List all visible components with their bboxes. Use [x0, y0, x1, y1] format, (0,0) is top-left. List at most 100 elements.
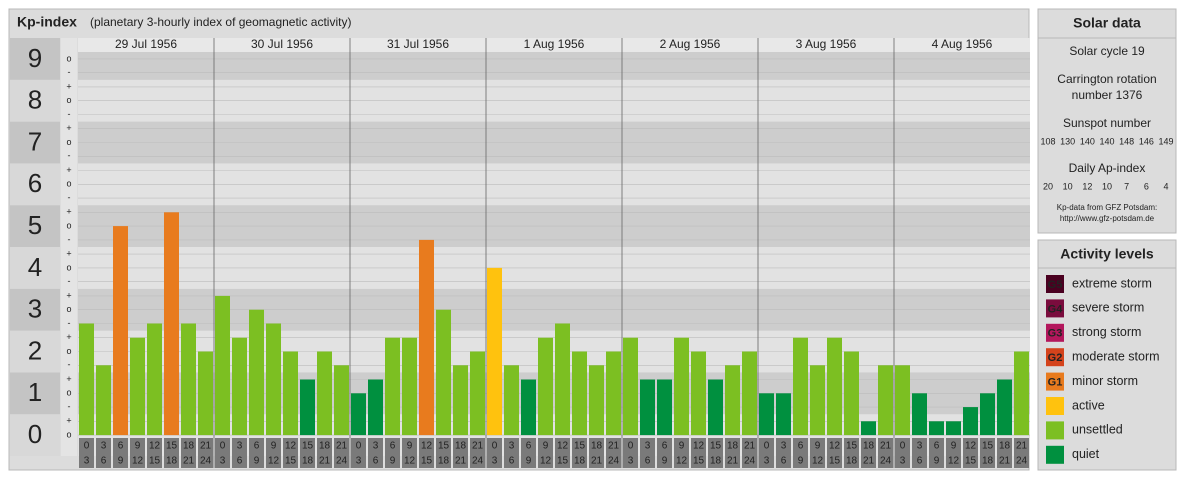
x-tick-label: 24 — [880, 456, 892, 467]
y-minor-label: o — [66, 429, 71, 439]
x-tick-label: 6 — [101, 456, 107, 467]
y-minor-label: + — [66, 81, 71, 91]
bar — [249, 309, 264, 436]
y-minor-label: o — [66, 388, 71, 398]
y-minor-label: - — [68, 109, 71, 119]
solar-cycle: Solar cycle 19 — [1069, 44, 1145, 58]
y-minor-label: - — [68, 192, 71, 202]
hour-box — [946, 438, 961, 468]
x-tick-label: 3 — [84, 456, 90, 467]
legend-badge: G4 — [1048, 303, 1064, 315]
x-tick-label: 15 — [710, 441, 722, 452]
x-tick-label: 6 — [798, 441, 804, 452]
x-tick-label: 12 — [540, 456, 552, 467]
legend-label: strong storm — [1072, 325, 1141, 339]
x-tick-label: 12 — [965, 441, 977, 452]
hour-box — [368, 438, 383, 468]
y-tick-label: 1 — [28, 377, 42, 407]
hour-box — [810, 438, 825, 468]
x-tick-label: 0 — [492, 441, 498, 452]
hour-box — [130, 438, 145, 468]
hour-box — [538, 438, 553, 468]
x-tick-label: 21 — [999, 456, 1011, 467]
bar — [997, 379, 1012, 436]
bar — [164, 212, 179, 436]
x-tick-label: 18 — [302, 456, 314, 467]
x-tick-label: 18 — [183, 441, 195, 452]
legend-badge: G3 — [1048, 328, 1063, 340]
y-tick-label: 7 — [28, 126, 42, 156]
bar — [861, 421, 876, 436]
legend-title: Activity levels — [1060, 246, 1154, 262]
legend-swatch — [1046, 445, 1064, 464]
hour-box — [147, 438, 162, 468]
bar — [283, 351, 298, 436]
bar — [266, 323, 281, 436]
x-tick-label: 12 — [285, 441, 297, 452]
hour-box — [283, 438, 298, 468]
x-tick-label: 9 — [526, 456, 532, 467]
hour-box — [215, 438, 230, 468]
bar — [623, 337, 638, 436]
hour-box — [776, 438, 791, 468]
x-tick-label: 21 — [608, 441, 620, 452]
y-tick-label: 3 — [28, 294, 42, 324]
x-tick-label: 3 — [645, 441, 651, 452]
x-tick-label: 21 — [1016, 441, 1028, 452]
x-tick-label: 3 — [764, 456, 770, 467]
x-tick-label: 18 — [727, 441, 739, 452]
x-tick-label: 9 — [543, 441, 549, 452]
y-minor-label: + — [66, 207, 71, 217]
hour-box — [674, 438, 689, 468]
y-tick-label: 9 — [28, 43, 42, 73]
bar — [929, 421, 944, 436]
y-minor-label: + — [66, 332, 71, 342]
hour-box — [878, 438, 893, 468]
hour-box — [232, 438, 247, 468]
bar — [300, 379, 315, 436]
legend-label: minor storm — [1072, 374, 1138, 388]
y-tick-label: 0 — [28, 419, 42, 449]
x-tick-label: 21 — [455, 456, 467, 467]
solar-value: 140 — [1099, 136, 1114, 146]
x-tick-label: 24 — [472, 456, 484, 467]
x-tick-label: 6 — [237, 456, 243, 467]
x-tick-label: 15 — [285, 456, 297, 467]
bar — [351, 393, 366, 436]
day-label: 29 Jul 1956 — [115, 37, 177, 51]
sunspot-title: Sunspot number — [1063, 116, 1151, 130]
y-minor-label: o — [66, 346, 71, 356]
day-label: 30 Jul 1956 — [251, 37, 313, 51]
legend-label: unsettled — [1072, 423, 1123, 437]
hour-box — [96, 438, 111, 468]
x-tick-label: 9 — [798, 456, 804, 467]
x-tick-label: 18 — [574, 456, 586, 467]
x-tick-label: 18 — [455, 441, 467, 452]
y-minor-label: + — [66, 416, 71, 426]
day-header — [350, 38, 486, 52]
x-tick-label: 3 — [781, 441, 787, 452]
solar-value: 10 — [1102, 181, 1112, 191]
hour-box — [470, 438, 485, 468]
y-label-band — [10, 247, 60, 289]
x-tick-label: 18 — [166, 456, 178, 467]
solar-value: 146 — [1139, 136, 1154, 146]
legend-swatch — [1046, 372, 1064, 391]
source: http://www.gfz-potsdam.de — [1060, 214, 1155, 223]
x-tick-label: 3 — [900, 456, 906, 467]
x-tick-label: 9 — [254, 456, 260, 467]
x-tick-label: 12 — [557, 441, 569, 452]
chart-title: Kp-index — [17, 14, 77, 30]
hour-box — [249, 438, 264, 468]
y-minor-label: - — [68, 234, 71, 244]
x-tick-label: 12 — [948, 456, 960, 467]
bar — [572, 351, 587, 436]
x-tick-label: 18 — [591, 441, 603, 452]
y-minor-label: + — [66, 123, 71, 133]
bar — [691, 351, 706, 436]
hour-box — [827, 438, 842, 468]
x-tick-label: 6 — [934, 441, 940, 452]
bar — [419, 239, 434, 436]
y-minor-label: - — [68, 67, 71, 77]
